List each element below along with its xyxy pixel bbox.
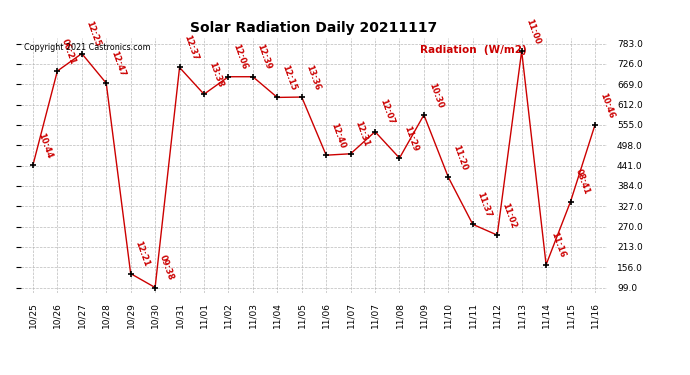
Text: 11:00: 11:00 xyxy=(524,17,542,45)
Text: 08:41: 08:41 xyxy=(573,168,591,196)
Text: 12:31: 12:31 xyxy=(353,120,371,148)
Text: 09:38: 09:38 xyxy=(158,254,175,282)
Text: 13:36: 13:36 xyxy=(304,63,322,92)
Text: 12:25: 12:25 xyxy=(85,20,102,48)
Text: 10:46: 10:46 xyxy=(598,91,615,119)
Text: 12:40: 12:40 xyxy=(329,122,346,150)
Text: 11:29: 11:29 xyxy=(402,124,420,153)
Text: 11:20: 11:20 xyxy=(451,144,469,172)
Text: 12:21: 12:21 xyxy=(133,240,151,268)
Text: 11:37: 11:37 xyxy=(475,191,493,219)
Text: Copyright 2021 Castronics.com: Copyright 2021 Castronics.com xyxy=(23,43,150,52)
Text: 12:06: 12:06 xyxy=(231,43,249,71)
Text: 10:30: 10:30 xyxy=(426,81,444,110)
Text: 12:47: 12:47 xyxy=(109,50,127,78)
Title: Solar Radiation Daily 20211117: Solar Radiation Daily 20211117 xyxy=(190,21,437,35)
Text: 12:39: 12:39 xyxy=(255,43,273,71)
Text: Radiation  (W/m2): Radiation (W/m2) xyxy=(420,45,526,55)
Text: 11:16: 11:16 xyxy=(549,231,566,259)
Text: 11:02: 11:02 xyxy=(500,201,518,229)
Text: 12:07: 12:07 xyxy=(378,98,395,126)
Text: 12:37: 12:37 xyxy=(182,34,200,62)
Text: 12:15: 12:15 xyxy=(280,63,297,92)
Text: 13:38: 13:38 xyxy=(207,61,224,88)
Text: 06:21: 06:21 xyxy=(60,37,78,66)
Text: 10:44: 10:44 xyxy=(36,131,53,160)
